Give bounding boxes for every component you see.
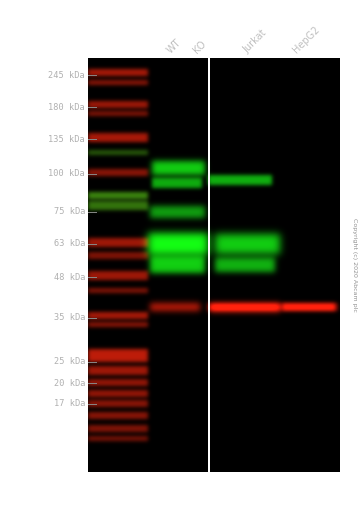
Text: 100 kDa: 100 kDa xyxy=(48,170,85,178)
Text: WT: WT xyxy=(165,37,183,55)
Text: KO: KO xyxy=(191,38,208,55)
Text: Jurkat: Jurkat xyxy=(241,28,268,55)
Text: 25 kDa: 25 kDa xyxy=(53,358,85,367)
Text: Copyright (c) 2020 Abcam plc: Copyright (c) 2020 Abcam plc xyxy=(352,218,358,312)
Text: 48 kDa: 48 kDa xyxy=(53,272,85,281)
Text: 17 kDa: 17 kDa xyxy=(53,399,85,409)
Text: 35 kDa: 35 kDa xyxy=(53,314,85,322)
Text: 180 kDa: 180 kDa xyxy=(48,102,85,111)
Text: 75 kDa: 75 kDa xyxy=(53,207,85,216)
Text: HepG2: HepG2 xyxy=(291,24,322,55)
Text: 135 kDa: 135 kDa xyxy=(48,135,85,144)
Text: 20 kDa: 20 kDa xyxy=(53,379,85,387)
Text: 63 kDa: 63 kDa xyxy=(53,240,85,249)
Text: 245 kDa: 245 kDa xyxy=(48,71,85,80)
